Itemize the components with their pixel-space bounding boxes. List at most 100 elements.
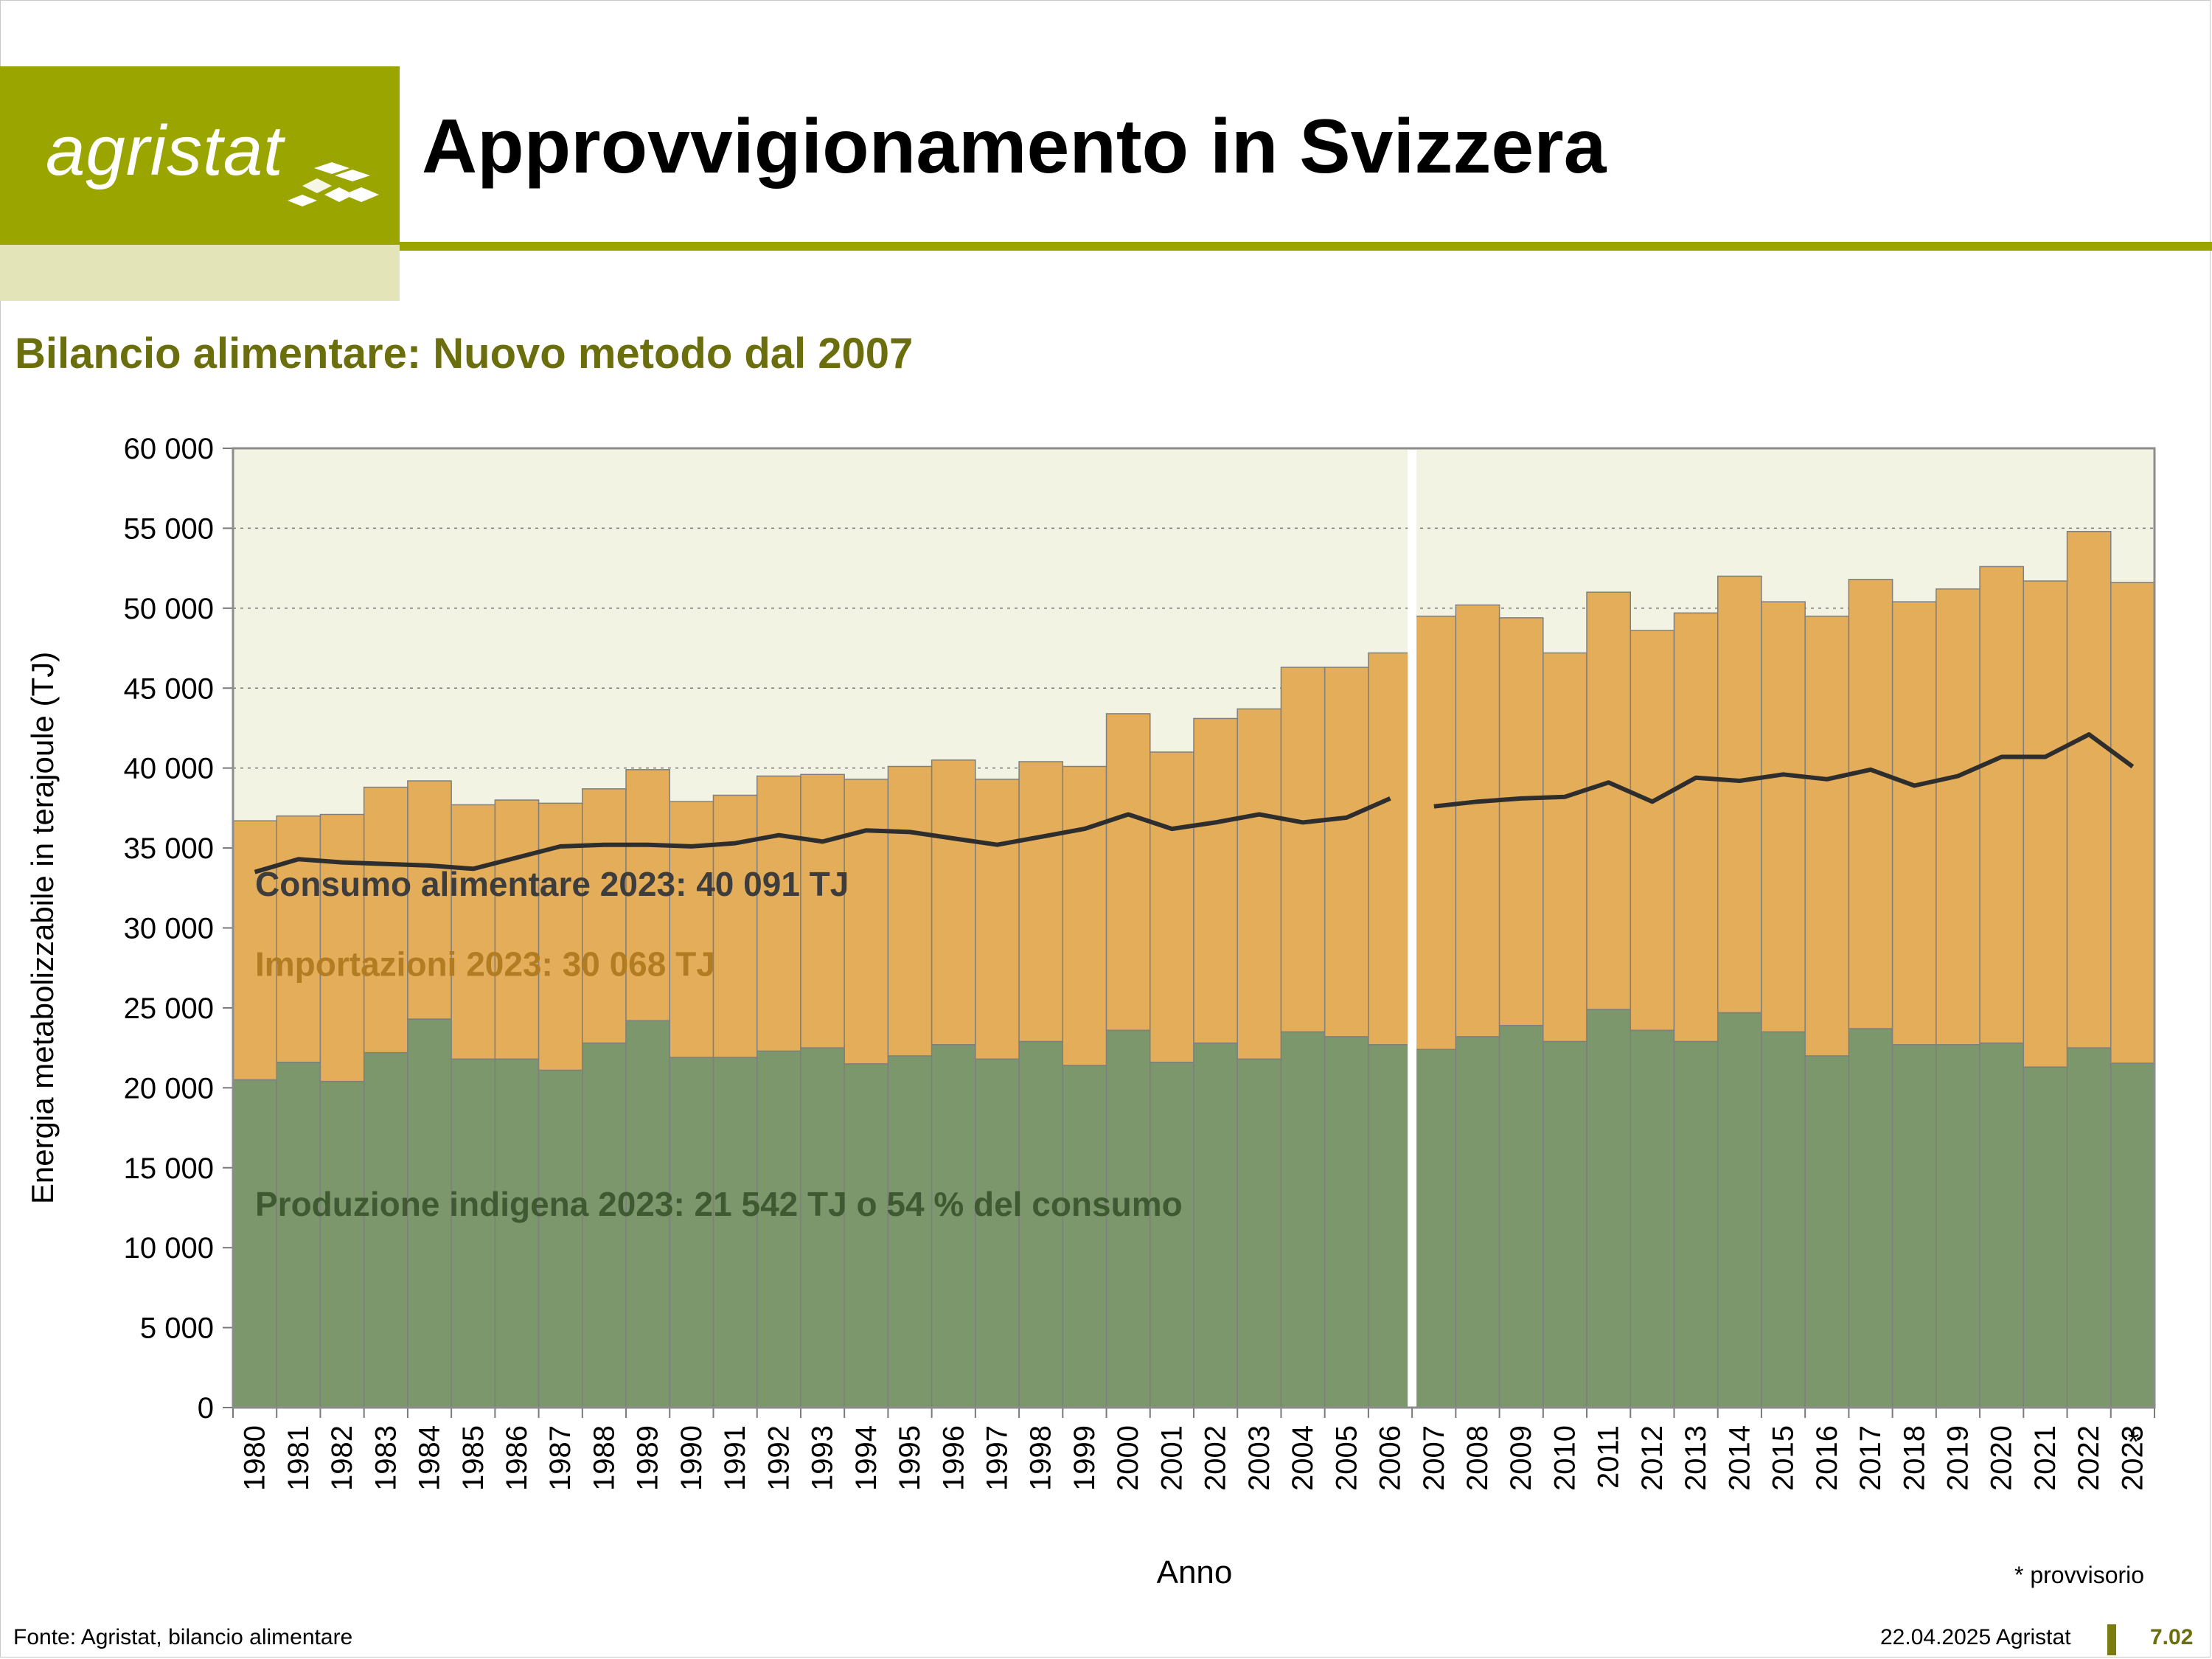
- bar-imports-2004: [1280, 667, 1326, 1033]
- bar-imports-2022: [2066, 531, 2112, 1048]
- x-tick-label: 1998: [1025, 1425, 1057, 1491]
- x-tick-label: 2023: [2116, 1425, 2149, 1491]
- bar-production-2012: [1630, 1029, 1675, 1408]
- bar-imports-2019: [1935, 588, 1980, 1046]
- y-tick-label: 55 000: [124, 512, 214, 545]
- bar-imports-2013: [1673, 612, 1719, 1043]
- bar-production-2002: [1193, 1042, 1238, 1408]
- bar-production-2014: [1717, 1012, 1762, 1408]
- bar-imports-2005: [1324, 667, 1369, 1037]
- bar-imports-2008: [1455, 604, 1500, 1037]
- bar-imports-1985: [451, 804, 496, 1060]
- footer-page-number: 7.02: [2150, 1625, 2194, 1649]
- annotation-imports: Importazioni 2023: 30 068 TJ: [255, 945, 715, 984]
- bar-imports-2021: [2023, 580, 2068, 1068]
- bar-imports-1997: [975, 779, 1020, 1060]
- footer-divider: [2107, 1624, 2116, 1655]
- x-tick-label: 2007: [1418, 1425, 1450, 1491]
- logo-banner: [0, 66, 400, 245]
- footer-date: 22.04.2025 Agristat: [1880, 1625, 2071, 1649]
- bar-imports-1980: [232, 820, 277, 1081]
- bar-imports-1991: [712, 794, 758, 1058]
- bar-imports-2006: [1368, 652, 1413, 1046]
- bar-production-1999: [1062, 1065, 1107, 1408]
- bar-production-2017: [1848, 1028, 1893, 1408]
- y-tick-label: 20 000: [124, 1072, 214, 1105]
- annotation-consumption: Consumo alimentare 2023: 40 091 TJ: [255, 865, 849, 903]
- bar-production-2023: [2110, 1062, 2155, 1408]
- bar-production-1984: [407, 1018, 452, 1408]
- bar-production-1998: [1018, 1040, 1064, 1408]
- bar-production-2015: [1761, 1031, 1806, 1408]
- x-tick-label: 2012: [1636, 1425, 1669, 1491]
- bar-production-1983: [363, 1051, 408, 1408]
- bar-production-1986: [494, 1058, 540, 1408]
- bar-imports-2009: [1498, 617, 1544, 1026]
- bar-production-2003: [1237, 1058, 1282, 1408]
- y-tick-label: 5 000: [140, 1312, 214, 1345]
- x-tick-label: 1999: [1068, 1425, 1101, 1491]
- x-tick-label: 1990: [675, 1425, 708, 1491]
- bar-production-2000: [1105, 1029, 1151, 1408]
- y-tick-label: 40 000: [124, 753, 214, 785]
- bar-production-2001: [1150, 1061, 1194, 1408]
- bar-imports-2012: [1630, 630, 1675, 1032]
- x-tick-label: 1986: [501, 1425, 533, 1491]
- bar-production-1997: [975, 1058, 1020, 1408]
- x-tick-label: 1995: [894, 1425, 926, 1491]
- bar-imports-2014: [1717, 575, 1762, 1014]
- x-tick-label: 1991: [719, 1425, 751, 1491]
- bar-production-2006: [1368, 1044, 1413, 1408]
- x-tick-label: 2020: [1986, 1425, 2018, 1491]
- bar-production-2016: [1804, 1055, 1850, 1408]
- x-tick-label: 2000: [1112, 1425, 1144, 1491]
- bar-production-2004: [1280, 1031, 1326, 1408]
- y-tick-label: 30 000: [124, 913, 214, 945]
- x-tick-label: 1984: [414, 1425, 446, 1491]
- x-tick-label: 2022: [2073, 1425, 2105, 1491]
- x-tick-label: 2013: [1680, 1425, 1712, 1491]
- x-tick-label: 1983: [369, 1425, 402, 1491]
- bar-production-2010: [1543, 1040, 1587, 1408]
- x-tick-label: 1993: [807, 1425, 839, 1491]
- x-tick-label: 1987: [544, 1425, 577, 1491]
- bar-production-1994: [844, 1063, 889, 1408]
- x-tick-label: 1982: [326, 1425, 358, 1491]
- x-axis-label: Anno: [1157, 1554, 1233, 1590]
- bars: [232, 531, 2155, 1408]
- bar-production-1991: [712, 1057, 758, 1408]
- page-title: Approvvigionamento in Svizzera: [422, 104, 1607, 189]
- x-tick-label: 1988: [588, 1425, 620, 1491]
- y-axis-ticks: 0 5 000 10 000 15 000 20 000 25 000 30 000 35 0…: [124, 433, 233, 1425]
- x-axis-ticks: 1980 1981 1982 1983 1984 1985 1986 1987 1988 1989…: [232, 1408, 2155, 1491]
- x-tick-label: 1994: [850, 1425, 883, 1491]
- consumption-line-segment: [254, 796, 1391, 874]
- x-tick-label: 1981: [282, 1425, 315, 1491]
- bar-imports-1982: [319, 813, 365, 1082]
- bar-imports-2001: [1150, 751, 1194, 1063]
- plot-border: [232, 447, 2156, 1409]
- header-rule: [400, 242, 2212, 251]
- bar-imports-2016: [1804, 615, 1850, 1057]
- x-tick-label: 2009: [1505, 1425, 1537, 1491]
- bar-imports-1987: [538, 802, 583, 1071]
- y-axis-label: Energia metabolizzabile in terajoule (TJ…: [25, 652, 60, 1204]
- annotation-production: Produzione indigena 2023: 21 542 TJ o 54…: [255, 1185, 1183, 1223]
- bar-production-2019: [1935, 1044, 1980, 1408]
- x-tick-label: 1989: [632, 1425, 664, 1491]
- bar-imports-1998: [1018, 761, 1064, 1043]
- bar-imports-1994: [844, 779, 889, 1065]
- x-tick-label: 1997: [981, 1425, 1013, 1491]
- bar-production-1982: [319, 1080, 365, 1408]
- bar-production-2020: [1979, 1042, 2025, 1408]
- x-tick-label: 2006: [1374, 1425, 1407, 1491]
- consumption-line-segment: [1433, 732, 2135, 809]
- x-tick-label: 1992: [762, 1425, 795, 1491]
- x-tick-label: 1996: [937, 1425, 970, 1491]
- provisional-note: * provvisorio: [2014, 1562, 2145, 1588]
- bar-imports-2023: [2110, 582, 2155, 1064]
- bar-imports-2002: [1193, 717, 1238, 1044]
- bar-production-1992: [756, 1050, 801, 1408]
- footer-source: Fonte: Agristat, bilancio alimentare: [13, 1625, 353, 1649]
